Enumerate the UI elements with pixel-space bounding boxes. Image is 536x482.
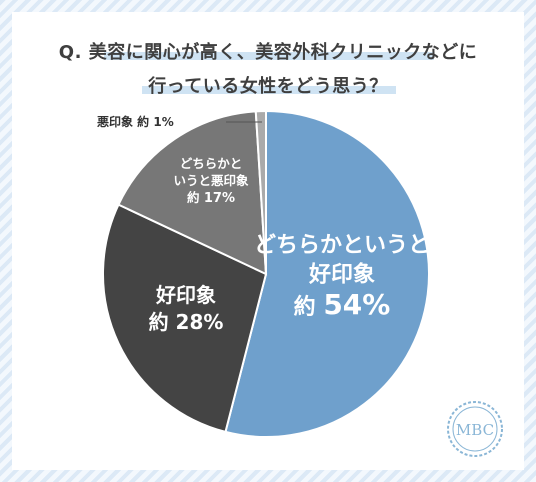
pie-outside-label: 悪印象 約 1% — [97, 114, 174, 129]
pie-value-text: 約 54% — [294, 288, 391, 321]
pie-slice-3 — [117, 110, 268, 276]
pie-label-text: どちらかと — [180, 156, 243, 171]
chart-title-line-1: Q. 美容に関心が高く、美容外科クリニックなどに — [12, 38, 524, 64]
pie-value-text: 約 17% — [187, 190, 235, 206]
pie-label-4: 悪印象 約 1% — [97, 114, 262, 129]
title-highlight-1 — [104, 52, 434, 60]
pie-label-text: どちらかというと — [254, 233, 430, 258]
title-text-1: Q. 美容に関心が高く、美容外科クリニックなどに — [58, 42, 478, 63]
title-text-2: 行っている女性をどう思う？ — [148, 76, 388, 97]
pie-slice-4 — [254, 109, 267, 275]
pie-slice-1 — [224, 109, 430, 438]
pie-label-text: 好印象 — [155, 283, 216, 307]
chart-title-line-2: 行っている女性をどう思う？ — [12, 72, 524, 98]
mbc-logo: MBC — [447, 401, 503, 457]
pie-label-text: いうと悪印象 — [173, 173, 249, 188]
pie-slice-2 — [102, 203, 268, 434]
pie-label-text: 好印象 — [308, 262, 375, 288]
logo-text: MBC — [456, 421, 494, 439]
title-highlight-2 — [142, 86, 396, 94]
pie-value-text: 約 28% — [149, 310, 224, 334]
